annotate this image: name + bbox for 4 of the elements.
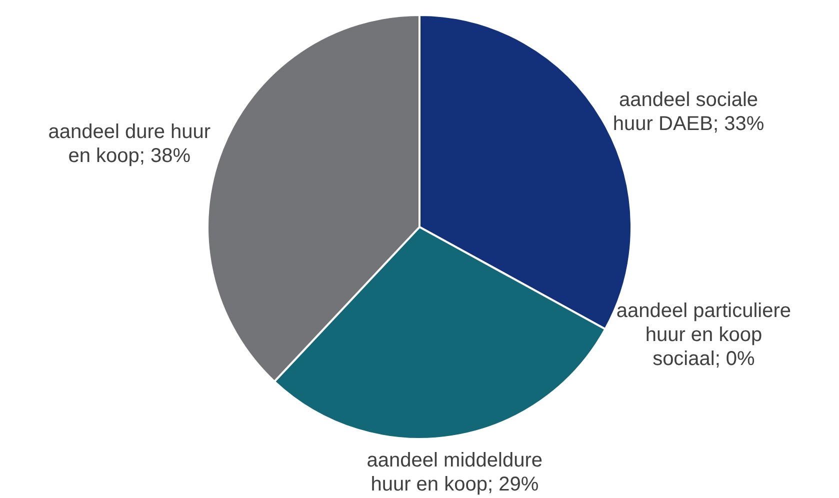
text: aandeel particuliere huur en koop sociaal; 0% [616, 300, 791, 370]
data-label: aandeel middeldure huur en koop; 29% [366, 449, 542, 496]
data-label: aandeel dure huur en koop; 38% [48, 120, 211, 167]
data-label: aandeel sociale huur DAEB; 33% [612, 89, 764, 136]
